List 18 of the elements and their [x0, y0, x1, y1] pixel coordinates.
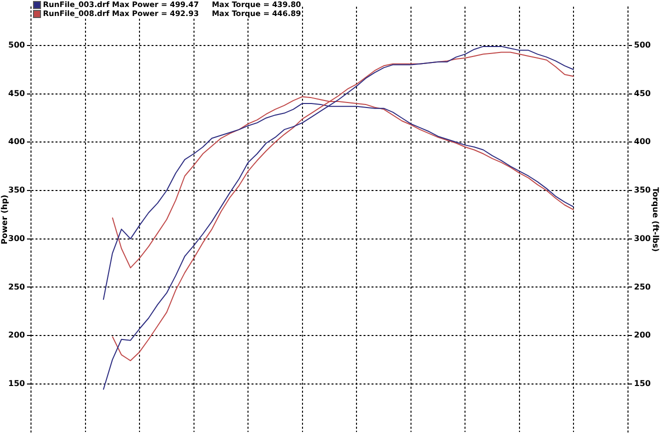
- y2-tick-label: 400: [634, 137, 652, 146]
- y2-tick-label: 200: [634, 330, 652, 340]
- y-tick-label: 200: [8, 330, 26, 340]
- y-tick-label: 350: [8, 186, 26, 195]
- y-tick-label: 150: [8, 378, 26, 388]
- y2-axis-title: Torque (ft-lbs): [651, 187, 660, 252]
- y2-tick-label: 250: [634, 282, 652, 292]
- y-tick-label: 250: [8, 282, 26, 292]
- y-tick-label: 450: [8, 88, 26, 98]
- y2-tick-label: 300: [634, 234, 652, 243]
- y2-tick-label: 150: [634, 378, 652, 388]
- y2-tick-label: 350: [634, 186, 652, 195]
- y-tick-label: 300: [8, 234, 26, 243]
- y2-tick-label: 450: [634, 88, 652, 98]
- y-axis-title: Power (hp): [0, 194, 9, 244]
- y2-tick-label: 500: [634, 40, 652, 50]
- y-tick-label: 500: [8, 40, 26, 50]
- y-tick-label: 400: [8, 137, 26, 146]
